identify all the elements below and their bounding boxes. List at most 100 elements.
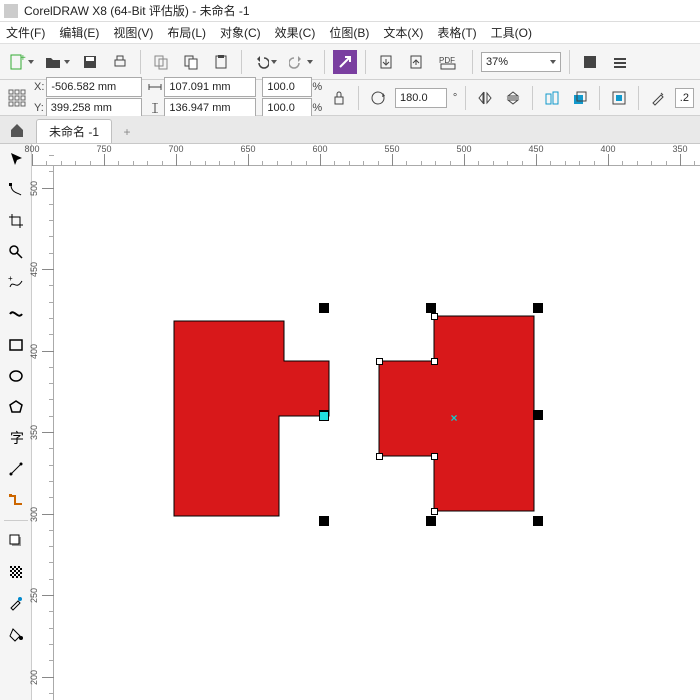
save-button[interactable] [78, 50, 102, 74]
selection-handle[interactable] [319, 516, 329, 526]
export-button[interactable] [404, 50, 428, 74]
order-button[interactable] [569, 86, 591, 110]
fullscreen-button[interactable] [578, 50, 602, 74]
svg-text:+: + [20, 53, 26, 64]
toolbox: + 字 [0, 144, 32, 700]
menu-bitmap[interactable]: 位图(B) [329, 24, 369, 41]
crop-tool[interactable] [5, 210, 27, 232]
rotation-field[interactable]: 180.0 [395, 88, 447, 108]
print-button[interactable] [108, 50, 132, 74]
wrap-button[interactable] [608, 86, 630, 110]
shape-left[interactable] [174, 321, 329, 516]
width-field[interactable]: 107.091 mm [164, 77, 256, 97]
menu-object[interactable]: 对象(C) [220, 24, 261, 41]
scaley-field[interactable]: 100.0 [262, 98, 312, 118]
svg-text:+: + [8, 275, 13, 283]
zoom-field[interactable]: 37% [481, 52, 561, 72]
selection-handle[interactable] [533, 410, 543, 420]
property-bar: X:-506.582 mm Y:399.258 mm 107.091 mm 13… [0, 80, 700, 116]
menu-view[interactable]: 视图(V) [113, 24, 153, 41]
redo-button[interactable] [286, 50, 316, 74]
home-tab[interactable] [6, 120, 28, 140]
rotate-icon [367, 86, 389, 110]
selection-handle[interactable] [426, 516, 436, 526]
outline-width-field[interactable]: .2 [675, 88, 694, 108]
height-field[interactable]: 136.947 mm [164, 98, 256, 118]
menu-edit[interactable]: 编辑(E) [59, 24, 99, 41]
shape-tool[interactable] [5, 179, 27, 201]
node-handle[interactable] [376, 358, 383, 365]
document-tab[interactable]: 未命名 -1 [36, 119, 112, 143]
fill-tool[interactable] [5, 623, 27, 645]
text-tool[interactable]: 字 [5, 427, 27, 449]
mirror-h-button[interactable] [474, 86, 496, 110]
node-handle[interactable] [376, 453, 383, 460]
work-area: + 字 800750700650600550500450400350 55050… [0, 144, 700, 700]
ruler-horizontal[interactable]: 800750700650600550500450400350 [32, 144, 700, 166]
cut-button[interactable] [149, 50, 173, 74]
scalex-field[interactable]: 100.0 [262, 77, 312, 97]
canvas[interactable]: × [54, 166, 700, 700]
zoom-tool[interactable] [5, 241, 27, 263]
import-button[interactable] [374, 50, 398, 74]
menu-tools[interactable]: 工具(O) [491, 24, 532, 41]
node-handle[interactable] [431, 358, 438, 365]
title-bar: CorelDRAW X8 (64-Bit 评估版) - 未命名 -1 [0, 0, 700, 22]
standard-toolbar: + PDF 37% [0, 44, 700, 80]
pdf-button[interactable]: PDF [434, 50, 464, 74]
align-button[interactable] [541, 86, 563, 110]
menu-table[interactable]: 表格(T) [437, 24, 476, 41]
launch-button[interactable] [333, 50, 357, 74]
menu-layout[interactable]: 布局(L) [167, 24, 206, 41]
new-button[interactable]: + [6, 50, 36, 74]
svg-text:字: 字 [10, 430, 24, 446]
menu-effect[interactable]: 效果(C) [275, 24, 316, 41]
artistic-tool[interactable] [5, 303, 27, 325]
selection-handle[interactable] [319, 303, 329, 313]
paste-button[interactable] [209, 50, 233, 74]
outline-pen-button[interactable] [647, 86, 669, 110]
polygon-tool[interactable] [5, 396, 27, 418]
document-tab-bar: 未命名 -1 + [0, 116, 700, 144]
shadow-tool[interactable] [5, 530, 27, 552]
selection-handle[interactable] [533, 303, 543, 313]
toolbox-separator [4, 520, 28, 521]
freehand-tool[interactable]: + [5, 272, 27, 294]
undo-button[interactable] [250, 50, 280, 74]
add-tab-button[interactable]: + [116, 121, 138, 143]
y-label: Y: [34, 102, 44, 114]
parallel-dim-tool[interactable] [5, 458, 27, 480]
node-handle[interactable] [431, 453, 438, 460]
mirror-v-button[interactable] [502, 86, 524, 110]
node-handle[interactable] [431, 508, 438, 515]
width-icon [148, 82, 162, 92]
rotation-handle[interactable] [319, 411, 329, 421]
copy-button[interactable] [179, 50, 203, 74]
app-icon [4, 4, 18, 18]
options-button[interactable] [608, 50, 632, 74]
ruler-vertical[interactable]: 550500450400350300250200150 [32, 166, 54, 700]
selection-handle[interactable] [426, 303, 436, 313]
menu-text[interactable]: 文本(X) [383, 24, 423, 41]
lock-ratio-button[interactable] [328, 86, 350, 110]
rectangle-tool[interactable] [5, 334, 27, 356]
center-marker-icon[interactable]: × [450, 411, 457, 425]
transparency-tool[interactable] [5, 561, 27, 583]
degree-label: ° [453, 92, 457, 104]
menu-file[interactable]: 文件(F) [6, 24, 45, 41]
y-field[interactable]: 399.258 mm [46, 98, 142, 118]
connector-tool[interactable] [5, 489, 27, 511]
ellipse-tool[interactable] [5, 365, 27, 387]
eyedropper-tool[interactable] [5, 592, 27, 614]
zoom-value: 37% [486, 56, 508, 68]
x-field[interactable]: -506.582 mm [46, 77, 142, 97]
selection-handle[interactable] [533, 516, 543, 526]
x-label: X: [34, 81, 44, 93]
menu-bar: 文件(F) 编辑(E) 视图(V) 布局(L) 对象(C) 效果(C) 位图(B… [0, 22, 700, 44]
node-handle[interactable] [431, 313, 438, 320]
position-icon [6, 86, 28, 110]
open-button[interactable] [42, 50, 72, 74]
window-title: CorelDRAW X8 (64-Bit 评估版) - 未命名 -1 [24, 2, 250, 19]
pick-tool[interactable] [5, 148, 27, 170]
height-icon [148, 103, 162, 113]
